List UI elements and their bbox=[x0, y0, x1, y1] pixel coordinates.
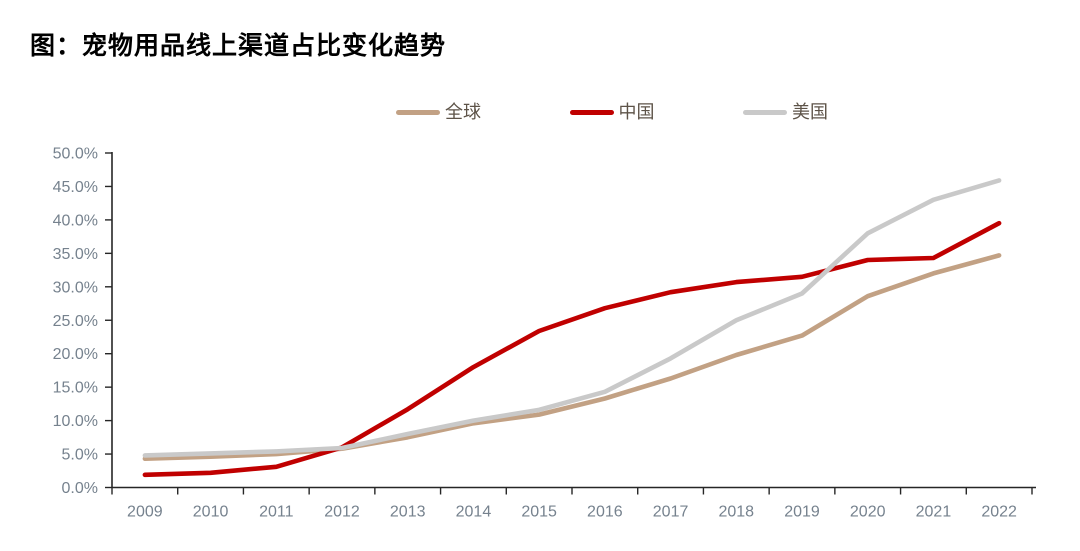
x-tick-label: 2009 bbox=[127, 504, 163, 521]
x-tick-label: 2013 bbox=[390, 504, 426, 521]
x-tick-label: 2018 bbox=[718, 504, 754, 521]
y-tick-label: 15.0% bbox=[53, 380, 98, 397]
x-tick-label: 2014 bbox=[456, 504, 492, 521]
y-tick-label: 0.0% bbox=[62, 480, 98, 497]
y-tick-label: 35.0% bbox=[53, 246, 98, 263]
y-tick-label: 20.0% bbox=[53, 346, 98, 363]
legend-item-usa: 美国 bbox=[743, 103, 828, 121]
x-tick-label: 2017 bbox=[653, 504, 689, 521]
legend: 全球 中国 美国 bbox=[396, 103, 828, 121]
y-tick-label: 25.0% bbox=[53, 313, 98, 330]
x-tick-label: 2022 bbox=[981, 504, 1017, 521]
y-tick-label: 10.0% bbox=[53, 413, 98, 430]
x-tick-label: 2020 bbox=[850, 504, 886, 521]
y-tick-label: 30.0% bbox=[53, 279, 98, 296]
y-tick-label: 50.0% bbox=[53, 146, 98, 163]
series-line-global bbox=[142, 253, 1002, 462]
legend-label-global: 全球 bbox=[445, 102, 481, 122]
legend-label-china: 中国 bbox=[618, 102, 655, 122]
x-tick-label: 2019 bbox=[784, 504, 820, 521]
legend-label-usa: 美国 bbox=[792, 102, 828, 122]
x-tick-label: 2010 bbox=[193, 504, 229, 521]
x-tick-label: 2021 bbox=[916, 504, 952, 521]
x-tick-label: 2012 bbox=[324, 504, 360, 521]
x-tick-label: 2015 bbox=[521, 504, 557, 521]
legend-line-china-icon bbox=[569, 109, 614, 115]
legend-line-usa-icon bbox=[743, 109, 787, 115]
y-tick-label: 40.0% bbox=[53, 212, 98, 229]
y-tick-label: 45.0% bbox=[53, 179, 98, 196]
legend-item-global: 全球 bbox=[396, 103, 481, 121]
legend-line-global-icon bbox=[396, 109, 440, 115]
series-line-usa bbox=[142, 178, 1002, 458]
x-tick-label: 2011 bbox=[259, 504, 294, 521]
x-tick-label: 2016 bbox=[587, 504, 623, 521]
series-line-china bbox=[142, 220, 1002, 478]
legend-item-china: 中国 bbox=[569, 102, 655, 122]
y-tick-label: 5.0% bbox=[62, 447, 98, 464]
chart-title: 图：宠物用品线上渠道占比变化趋势 bbox=[30, 33, 447, 60]
